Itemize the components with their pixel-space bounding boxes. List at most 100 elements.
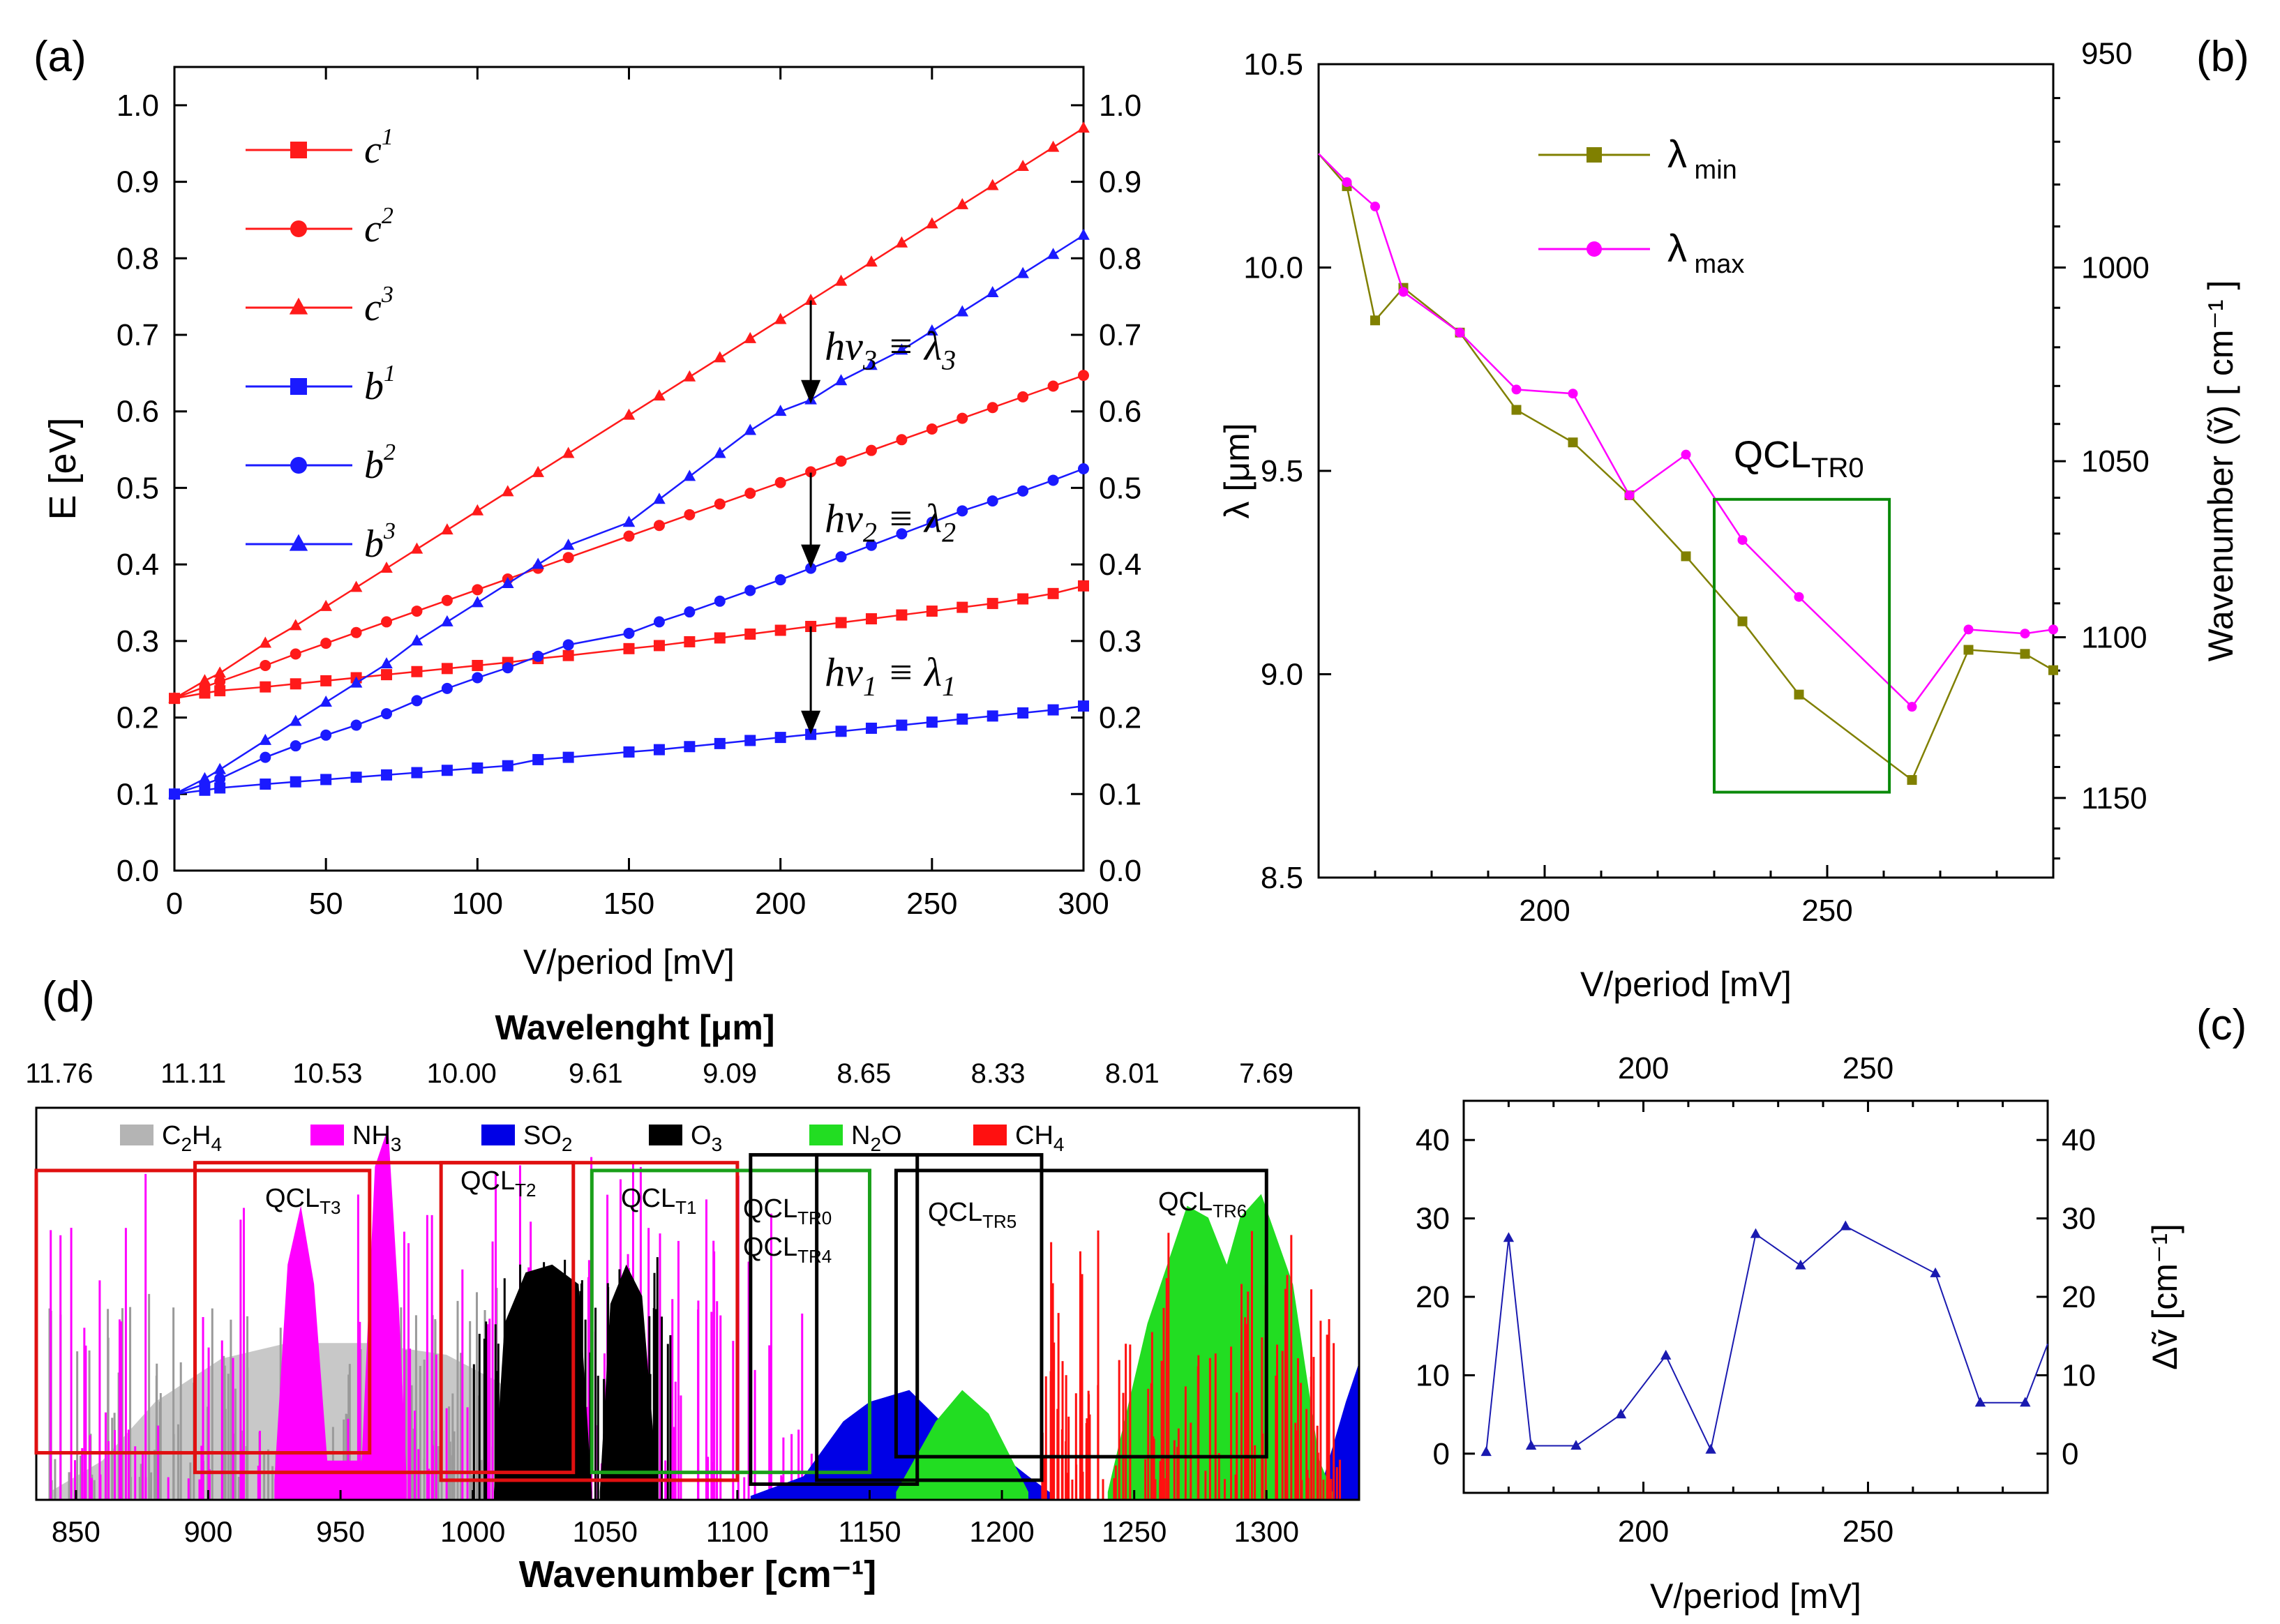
qcl-sub: TR0 bbox=[1811, 453, 1864, 483]
data-point-b1 bbox=[865, 722, 877, 734]
data-point-c3 bbox=[289, 619, 302, 631]
data-point-c3 bbox=[834, 274, 848, 286]
qcl-tr0-label: QCLTR0 bbox=[1734, 434, 1864, 483]
data-point bbox=[1840, 1220, 1851, 1231]
data-point-b3 bbox=[198, 772, 211, 783]
legend-swatch bbox=[809, 1125, 843, 1145]
data-point-b2 bbox=[350, 719, 362, 731]
x-tick-label: 1250 bbox=[1102, 1515, 1167, 1548]
data-point-c2 bbox=[1078, 370, 1089, 382]
data-point-b1 bbox=[381, 769, 393, 781]
qcl-sub: T1 bbox=[675, 1197, 696, 1218]
data-point-b3 bbox=[956, 305, 969, 317]
y-tick-label: 9.5 bbox=[1261, 454, 1303, 488]
legend-sub: 2 bbox=[562, 1134, 573, 1155]
y-tick-label: 10 bbox=[1416, 1358, 1450, 1392]
top-tick-label: 10.53 bbox=[292, 1058, 362, 1089]
legend-base: b bbox=[364, 522, 384, 566]
data-point-b3 bbox=[259, 733, 272, 745]
data-point bbox=[1570, 1440, 1582, 1450]
data-point-c2 bbox=[350, 626, 362, 638]
x-tick-label: 1100 bbox=[706, 1515, 769, 1548]
qcl-label-T1: QCLT1 bbox=[621, 1184, 696, 1218]
data-point-c2 bbox=[1017, 391, 1029, 403]
x-axis-label: V/period [mV] bbox=[523, 942, 735, 982]
data-point-c3 bbox=[380, 562, 393, 573]
data-point-c2 bbox=[865, 444, 877, 456]
data-point bbox=[1342, 177, 1352, 188]
transition-label: hv1 ≡ λ1 bbox=[825, 649, 956, 702]
data-point bbox=[2020, 1397, 2031, 1407]
data-point-b3 bbox=[380, 657, 393, 669]
top-tick-label: 11.76 bbox=[25, 1058, 93, 1089]
data-point-b1 bbox=[472, 762, 483, 774]
data-point-c1 bbox=[260, 681, 271, 693]
y-tick-label: 9.0 bbox=[1261, 658, 1303, 692]
data-point-b3 bbox=[410, 634, 423, 646]
data-point-c2 bbox=[744, 488, 756, 499]
data-point-b1 bbox=[290, 776, 301, 788]
y-tick-label: 0.9 bbox=[117, 165, 159, 200]
data-point-b2 bbox=[896, 528, 908, 540]
x-tick-label: 300 bbox=[1058, 887, 1109, 921]
data-point bbox=[1455, 327, 1465, 338]
data-point bbox=[1480, 1446, 1492, 1457]
legend-sub: 4 bbox=[1053, 1134, 1065, 1155]
y-tick-label-right: 0.4 bbox=[1099, 548, 1141, 582]
qcl-base: QCL bbox=[1734, 434, 1811, 476]
transition-mid: ≡ λ bbox=[877, 324, 942, 369]
data-point-b2 bbox=[411, 695, 423, 707]
data-point bbox=[1794, 689, 1804, 700]
legend-entry: λ max bbox=[1667, 226, 1744, 279]
y-tick-label-right: 0.0 bbox=[1099, 854, 1141, 888]
legend-sup: 3 bbox=[381, 282, 393, 308]
y-tick-label-right: 0 bbox=[2062, 1437, 2078, 1471]
data-point bbox=[1511, 405, 1522, 415]
series-line bbox=[1485, 1225, 2048, 1452]
qcl-base: QCL bbox=[460, 1166, 515, 1196]
qcl-box-TR5 bbox=[815, 1152, 1044, 1482]
data-point-b1 bbox=[350, 772, 362, 783]
legend-base: O bbox=[691, 1121, 712, 1150]
data-point-c1 bbox=[865, 613, 877, 625]
data-point-c1 bbox=[987, 598, 998, 610]
data-point-b3 bbox=[441, 615, 453, 626]
transition-arrow-head bbox=[801, 379, 821, 404]
data-point-c2 bbox=[774, 476, 786, 488]
legend-entry: CH4 bbox=[1015, 1121, 1064, 1155]
data-point-b1 bbox=[1017, 707, 1029, 719]
y-tick-label: 0.6 bbox=[117, 395, 159, 429]
data-point-b3 bbox=[653, 493, 666, 504]
legend-rest: H bbox=[192, 1121, 211, 1150]
data-point-c3 bbox=[683, 370, 696, 382]
data-point bbox=[1660, 1349, 1672, 1360]
x-tick-label: 1300 bbox=[1234, 1515, 1299, 1548]
data-point-b2 bbox=[774, 574, 786, 586]
x-tick-label: 250 bbox=[906, 887, 957, 921]
legend-base: b bbox=[364, 365, 384, 408]
legend-base: c bbox=[364, 128, 382, 172]
data-point-b2 bbox=[502, 662, 513, 674]
transition-base: hv bbox=[825, 324, 863, 369]
transition-arrow-head bbox=[801, 710, 821, 735]
data-point-c3 bbox=[622, 408, 636, 420]
data-point-b3 bbox=[471, 596, 484, 608]
data-point-b1 bbox=[896, 719, 908, 731]
x-tick-label: 1000 bbox=[440, 1515, 505, 1548]
data-point-c3 bbox=[714, 351, 726, 363]
data-point-c2 bbox=[411, 606, 423, 617]
data-point-b3 bbox=[986, 286, 999, 298]
data-point-b3 bbox=[865, 359, 878, 370]
data-point-b2 bbox=[684, 606, 696, 618]
data-point-c1 bbox=[835, 617, 847, 629]
data-point-b1 bbox=[653, 744, 665, 755]
data-point-c2 bbox=[957, 412, 968, 424]
right-tick-label: 1100 bbox=[2081, 621, 2147, 655]
legend-entry-b1: b1 bbox=[364, 361, 396, 408]
x-tick-label: 150 bbox=[603, 887, 654, 921]
qcl-box-T1 bbox=[439, 1161, 740, 1482]
data-point-c3 bbox=[774, 313, 787, 324]
x-tick-label: 850 bbox=[52, 1515, 100, 1548]
legend-sub2: 4 bbox=[211, 1134, 222, 1155]
legend-sub: 2 bbox=[181, 1134, 192, 1155]
